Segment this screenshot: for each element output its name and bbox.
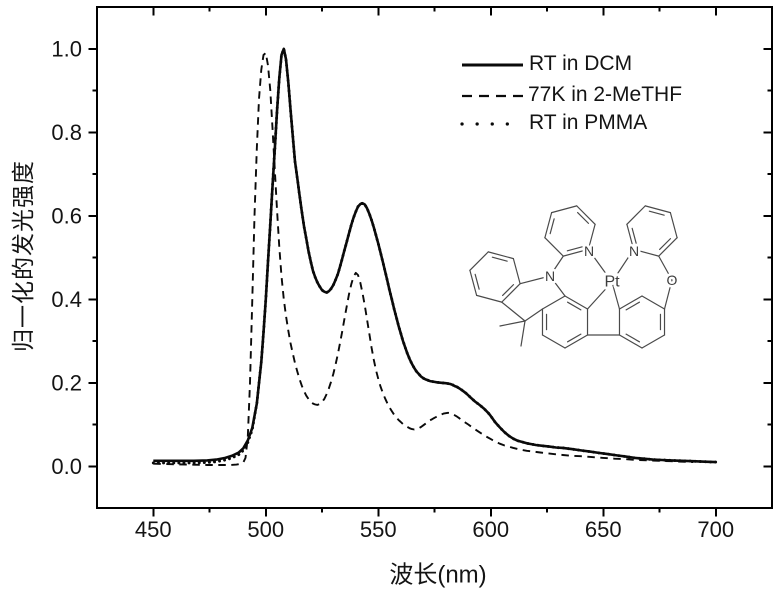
legend-item-77k-in-2methf: 77K in 2-MeTHF xyxy=(528,83,683,107)
atom-label-amine-nitrogen: N xyxy=(545,268,555,284)
x-axis-title: 波长(nm) xyxy=(389,561,487,589)
molecule-structure: N N Pt N O xyxy=(469,205,680,349)
y-tick-label: 0.8 xyxy=(51,120,82,145)
legend-item-rt-in-pmma: RT in PMMA xyxy=(529,111,648,135)
y-tick-label: 0.4 xyxy=(51,287,82,312)
x-tick-label: 500 xyxy=(247,517,284,542)
legend-item-rt-in-dcm: RT in DCM xyxy=(529,52,633,76)
molecule-bonds xyxy=(469,205,678,349)
curve-rt-in-pmma xyxy=(151,47,718,465)
y-axis-title: 归一化的发光强度 xyxy=(10,160,36,352)
y-tick-label: 1.0 xyxy=(51,36,82,61)
x-tick-label: 700 xyxy=(697,517,734,542)
x-tick-label: 650 xyxy=(585,517,622,542)
x-tick-labels: 450 500 550 600 650 700 xyxy=(135,517,734,542)
atom-label-pyridine2-nitrogen: N xyxy=(629,243,639,259)
y-tick-label: 0.0 xyxy=(51,454,82,479)
chart-layer: 450 500 550 600 650 700 0.0 0.2 0.4 0.6 0.8 1.0 xyxy=(51,5,774,542)
atom-label-platinum: Pt xyxy=(604,274,620,291)
legend-line-samples xyxy=(460,63,523,126)
y-tick-label: 0.2 xyxy=(51,370,82,395)
atom-label-pyridine1-nitrogen: N xyxy=(584,243,594,259)
axis-ticks xyxy=(88,7,772,517)
y-tick-labels: 0.0 0.2 0.4 0.6 0.8 1.0 xyxy=(51,36,82,479)
molecule-atom-labels: N N Pt N O xyxy=(542,241,680,294)
x-tick-label: 600 xyxy=(472,517,509,542)
x-tick-label: 450 xyxy=(135,517,172,542)
atom-label-oxygen: O xyxy=(667,272,678,288)
x-tick-label: 550 xyxy=(360,517,397,542)
y-tick-label: 0.6 xyxy=(51,203,82,228)
